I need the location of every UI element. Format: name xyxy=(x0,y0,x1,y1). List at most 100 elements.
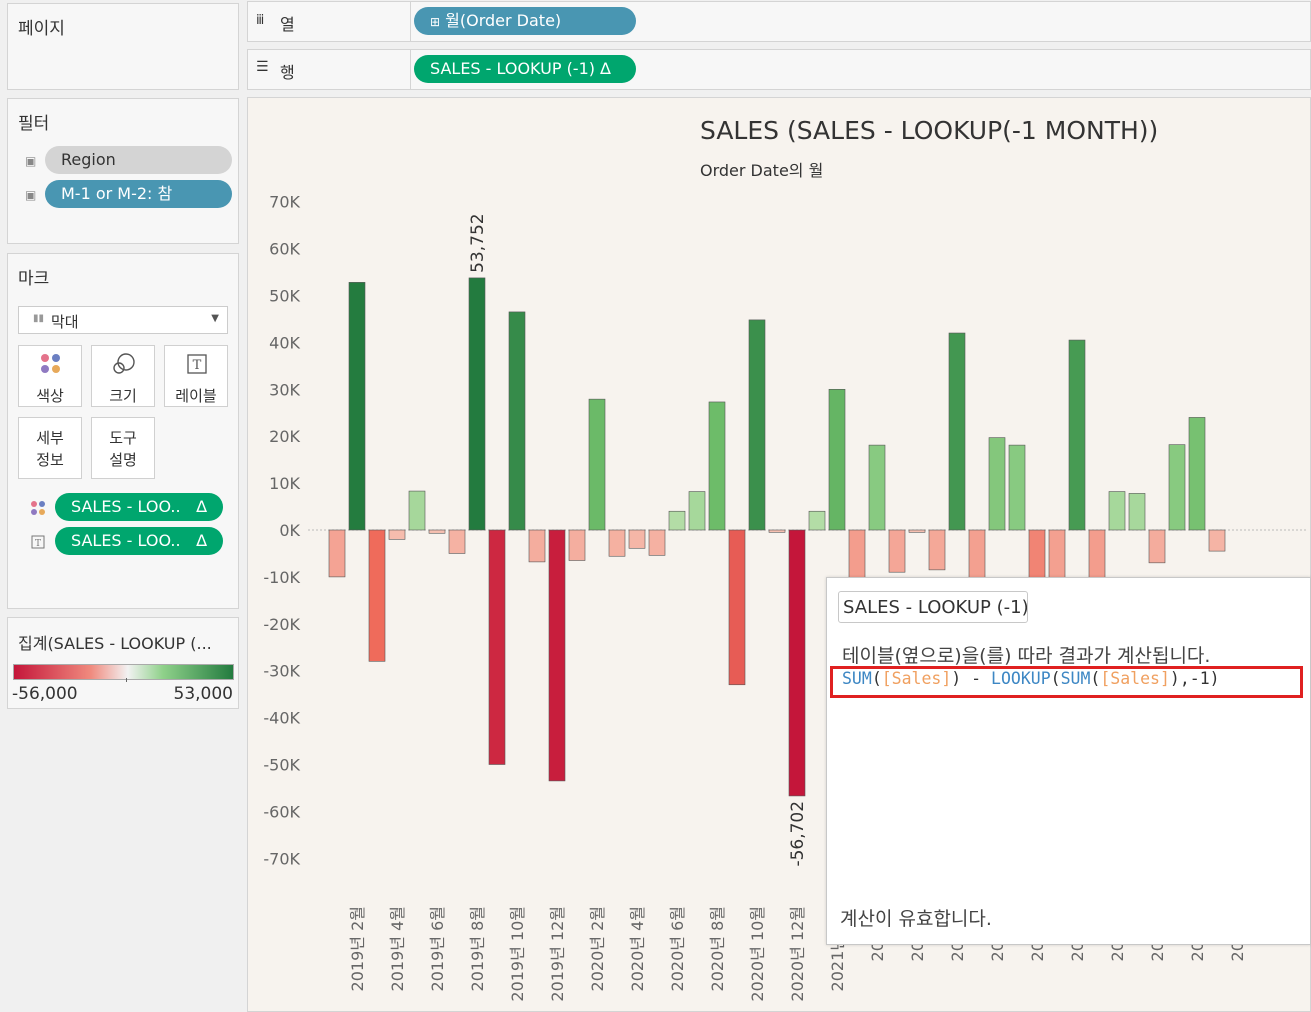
x-tick-label: 2019년 2월 xyxy=(348,906,367,991)
bar[interactable] xyxy=(808,510,826,531)
legend-min-label: -56,000 xyxy=(12,684,78,704)
bar[interactable] xyxy=(788,529,806,797)
y-tick-label: 60K xyxy=(269,240,300,259)
chart-subtitle: Order Date의 월 xyxy=(700,161,824,180)
pages-card[interactable]: 페이지 xyxy=(7,3,239,90)
bar[interactable] xyxy=(868,444,886,531)
marks-title: 마크 xyxy=(18,269,50,289)
formula-token-op: ),-1) xyxy=(1169,669,1220,688)
delta-icon: ∆ xyxy=(196,497,207,516)
marks-field-label-pill[interactable]: SALES - LOO.. ∆ xyxy=(55,527,223,555)
size-circles-icon xyxy=(113,353,135,374)
bar[interactable] xyxy=(548,529,566,782)
filter-pill-region[interactable]: Region xyxy=(45,146,232,174)
marks-color-label: 색상 xyxy=(36,387,64,405)
bar[interactable] xyxy=(408,490,426,531)
tooltip-status: 계산이 유효합니다. xyxy=(840,908,992,930)
chart-title: SALES (SALES - LOOKUP(-1 MONTH)) xyxy=(700,116,1159,145)
bar[interactable] xyxy=(748,319,766,531)
filter-icon: ▣ xyxy=(25,188,37,202)
bar[interactable] xyxy=(1188,417,1206,531)
delta-icon: ∆ xyxy=(196,531,207,550)
chart-area[interactable]: SALES (SALES - LOOKUP(-1 MONTH)) Order D… xyxy=(247,97,1311,1012)
rows-icon: ☰ xyxy=(256,59,269,75)
columns-icon: ⅲ xyxy=(256,13,265,28)
bar[interactable] xyxy=(1108,491,1126,531)
bar[interactable] xyxy=(1048,529,1066,582)
rows-pill-sales-lookup[interactable]: SALES - LOOKUP (-1) ∆ xyxy=(414,55,636,83)
formula-token-func: LOOKUP xyxy=(991,669,1051,688)
x-tick-label: 2020년 4월 xyxy=(628,906,647,991)
bar[interactable] xyxy=(388,529,406,540)
rows-shelf[interactable]: ☰ 행 SALES - LOOKUP (-1) ∆ xyxy=(247,49,1311,90)
columns-pill-order-date[interactable]: ⊞ 월(Order Date) xyxy=(414,7,636,35)
bar[interactable] xyxy=(468,277,486,531)
bar[interactable] xyxy=(368,529,386,662)
x-tick-label: 2019년 12월 xyxy=(548,906,567,1002)
bar[interactable] xyxy=(1208,529,1226,552)
x-tick-label: 2020년 8월 xyxy=(708,906,727,991)
bar[interactable] xyxy=(448,529,466,554)
bar-chart-icon: ▮▮ xyxy=(33,313,45,324)
x-tick-label: 2020년 6월 xyxy=(668,906,687,991)
bar[interactable] xyxy=(1008,444,1026,531)
marks-card: 마크 ▮▮ 막대 ▼ 색상 크기 T 레이블 세부 정보 도구 설명 xyxy=(7,253,239,609)
bar[interactable] xyxy=(348,282,366,531)
bar[interactable] xyxy=(948,332,966,531)
marks-color-button[interactable]: 색상 xyxy=(18,345,82,407)
marks-label-label: 레이블 xyxy=(175,387,217,405)
formula-token-op: ) - xyxy=(951,669,992,688)
bar[interactable] xyxy=(488,529,506,765)
bar[interactable] xyxy=(988,437,1006,531)
pages-title: 페이지 xyxy=(18,19,65,39)
bar[interactable] xyxy=(908,529,926,533)
bar[interactable] xyxy=(668,510,686,531)
filter-pill-m1-m2[interactable]: M-1 or M-2: 참 xyxy=(45,180,232,208)
bar[interactable] xyxy=(688,491,706,531)
shelf-divider xyxy=(410,2,411,41)
bar[interactable] xyxy=(328,529,346,578)
calc-tooltip: SALES - LOOKUP (-1) 테이블(옆으로)을(를) 따라 결과가 … xyxy=(826,577,1311,945)
chevron-down-icon[interactable]: ▼ xyxy=(211,313,219,324)
marks-field-color-pill[interactable]: SALES - LOO.. ∆ xyxy=(55,493,223,521)
bar[interactable] xyxy=(768,529,786,533)
mark-type-dropdown[interactable]: ▮▮ 막대 ▼ xyxy=(18,306,228,334)
color-legend-card[interactable]: 집계(SALES - LOOKUP (... -56,000 53,000 xyxy=(7,617,239,709)
y-tick-label: 0K xyxy=(279,521,300,540)
label-t-icon: T xyxy=(31,535,45,549)
bar[interactable] xyxy=(628,529,646,549)
legend-gradient-bar xyxy=(13,664,234,680)
filters-card: 필터 ▣ Region ▣ M-1 or M-2: 참 xyxy=(7,98,239,244)
y-tick-label: 10K xyxy=(269,474,300,493)
marks-detail-button[interactable]: 세부 정보 xyxy=(18,417,82,479)
bar[interactable] xyxy=(608,529,626,557)
bar[interactable] xyxy=(928,529,946,571)
tooltip-description: 테이블(옆으로)을(를) 따라 결과가 계산됩니다. xyxy=(842,645,1211,667)
bar[interactable] xyxy=(1068,339,1086,531)
bar[interactable] xyxy=(968,529,986,582)
y-tick-label: 20K xyxy=(269,427,300,446)
bar[interactable] xyxy=(1168,444,1186,531)
bar[interactable] xyxy=(428,529,446,534)
bar[interactable] xyxy=(568,529,586,561)
bar[interactable] xyxy=(1148,529,1166,564)
marks-size-button[interactable]: 크기 xyxy=(91,345,155,407)
marks-tooltip-button[interactable]: 도구 설명 xyxy=(91,417,155,479)
shelf-divider xyxy=(410,50,411,89)
formula-token-field: [Sales] xyxy=(881,669,952,688)
marks-tooltip-label-2: 설명 xyxy=(109,451,137,469)
bar[interactable] xyxy=(508,311,526,531)
bar[interactable] xyxy=(888,529,906,573)
columns-shelf[interactable]: ⅲ 열 ⊞ 월(Order Date) xyxy=(247,1,1311,42)
bar[interactable] xyxy=(1128,493,1146,531)
bar[interactable] xyxy=(588,398,606,531)
bar[interactable] xyxy=(648,529,666,556)
formula-token-func: SUM xyxy=(842,669,872,688)
bar[interactable] xyxy=(828,388,846,531)
marks-label-button[interactable]: T 레이블 xyxy=(164,345,228,407)
bar[interactable] xyxy=(728,529,746,686)
bar[interactable] xyxy=(708,401,726,531)
bar[interactable] xyxy=(528,529,546,563)
marks-field-color-label: SALES - LOO.. xyxy=(71,497,181,516)
legend-mid-tick xyxy=(126,678,127,682)
